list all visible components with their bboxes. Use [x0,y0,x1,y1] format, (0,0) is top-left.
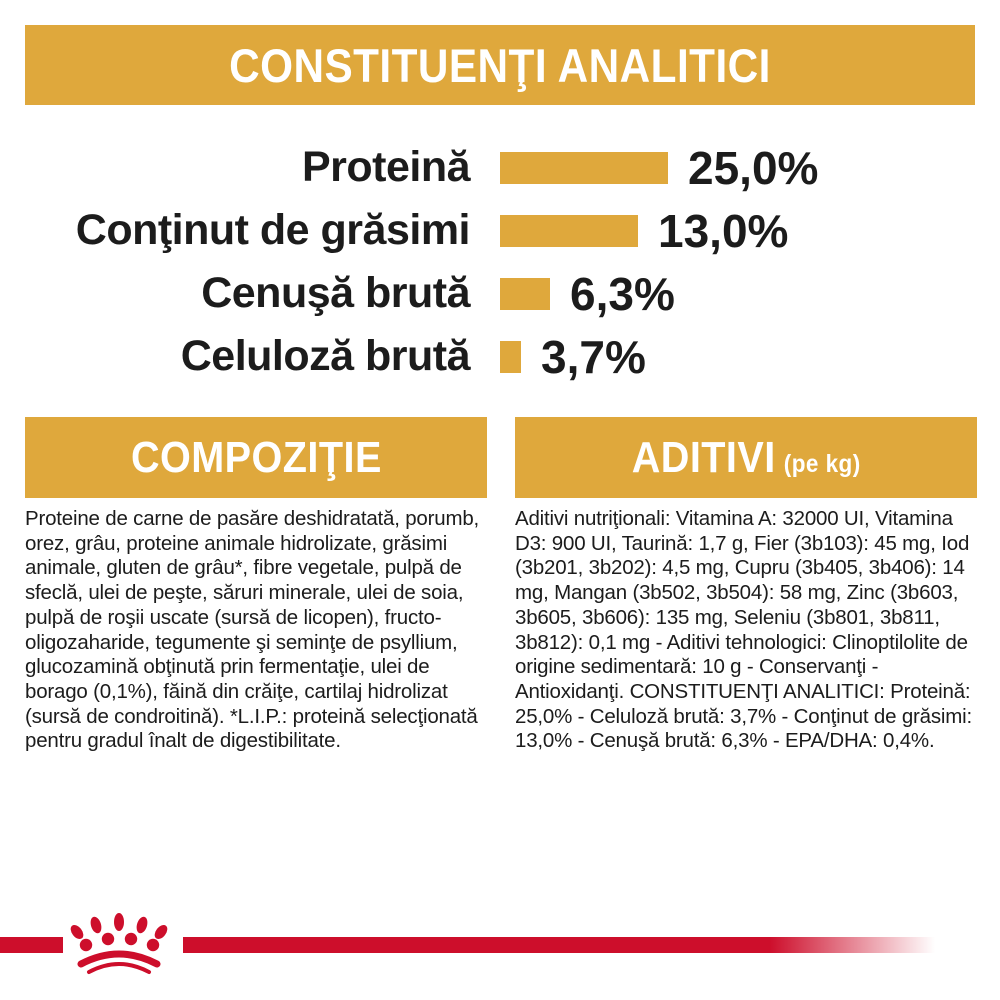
analytical-constituents-chart: Proteină 25,0% Conţinut de grăsimi 13,0%… [0,136,1000,388]
composition-title: COMPOZIŢIE [130,432,382,482]
bar [500,214,638,247]
analytical-constituents-title: CONSTITUENŢI ANALITICI [229,38,771,92]
composition-text: Proteine de carne de pasăre deshidratată… [25,507,480,753]
bar-label: Proteină [301,143,471,191]
composition-banner: COMPOZIŢIE [25,417,487,498]
bar-row: Celuloză brută 3,7% [0,325,1000,388]
bar-value: 3,7% [541,330,646,383]
bar-row: Conţinut de grăsimi 13,0% [0,199,1000,262]
bar [500,151,668,184]
bar [500,277,550,310]
bar-value: 25,0% [688,141,819,194]
brand-stripe-left [0,937,63,953]
bar-value: 6,3% [570,267,675,320]
bar-label: Celuloză brută [180,332,471,380]
royal-canin-crown-logo [70,913,168,974]
additives-title-unit: (pe kg) [783,449,861,478]
bar-row: Proteină 25,0% [0,136,1000,199]
additives-title: ADITIVI [631,432,776,482]
bar-row: Cenuşă brută 6,3% [0,262,1000,325]
additives-title-group: ADITIVI (pe kg) [632,433,861,483]
bar-label: Conţinut de grăsimi [75,206,471,254]
bar-label: Cenuşă brută [201,269,470,317]
additives-text: Aditivi nutriţionali: Vitamina A: 32000 … [515,507,972,753]
brand-stripe-right [183,937,935,953]
analytical-constituents-banner: CONSTITUENŢI ANALITICI [25,25,975,105]
additives-banner: ADITIVI (pe kg) [515,417,977,498]
bar-value: 13,0% [658,204,789,257]
bar [500,340,521,373]
